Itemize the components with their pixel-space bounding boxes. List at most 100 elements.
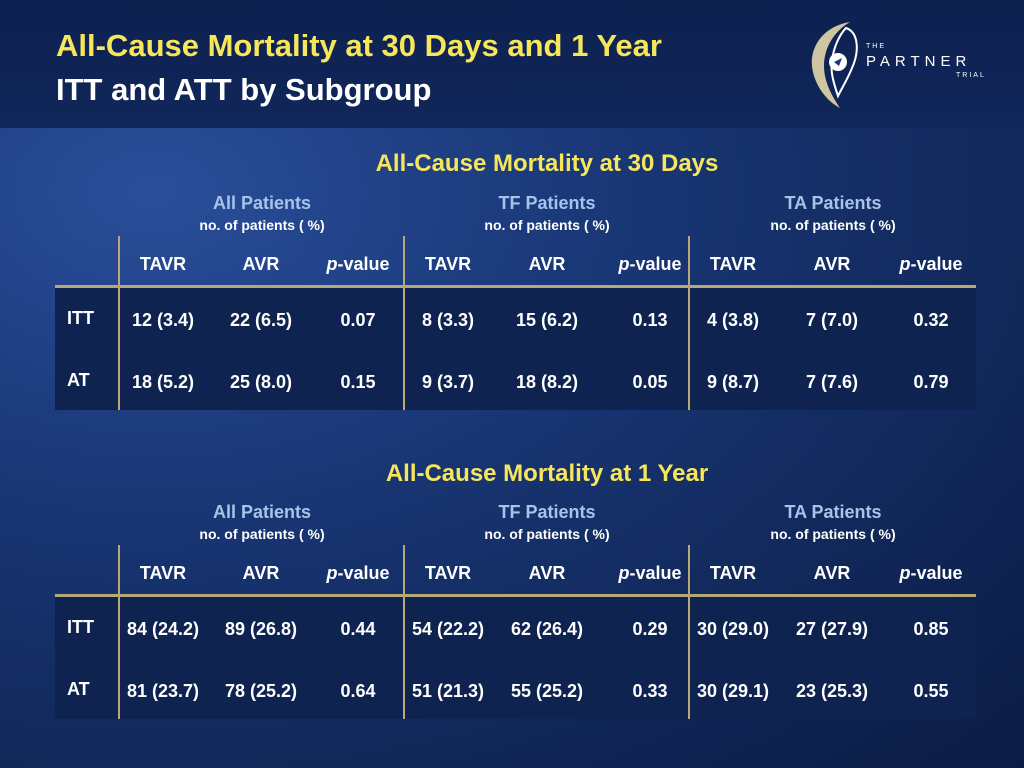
value-suffix: -value	[337, 254, 390, 274]
table-cell: 0.29	[632, 619, 668, 639]
table-cell: 15 (6.2)	[515, 310, 579, 330]
value-suffix: -value	[629, 254, 682, 274]
table-cell: 51 (21.3)	[411, 681, 485, 701]
group-header-all: All Patients no. of patients ( %)	[117, 193, 407, 233]
mortality-table-30-days: TAVR AVR p-value TAVR AVR p-value TAVR AVR p-val…	[55, 236, 976, 410]
group-name: TA Patients	[784, 193, 882, 213]
table-cell: 25 (8.0)	[229, 372, 293, 392]
group-name: TA Patients	[784, 502, 882, 522]
column-divider	[403, 545, 405, 719]
row-label: ITT	[67, 617, 94, 637]
table-cell: 55 (25.2)	[510, 681, 584, 701]
column-header-avr: AVR	[813, 563, 851, 583]
table-cell: 18 (5.2)	[131, 372, 195, 392]
table-cell: 23 (25.3)	[795, 681, 869, 701]
mortality-table-1-year: TAVR AVR p-value TAVR AVR p-value TAVR AVR p-val…	[55, 545, 976, 719]
p-letter: p	[326, 254, 338, 274]
logo-text-partner: PARTNER	[866, 53, 972, 70]
column-divider	[688, 236, 690, 410]
row-label: ITT	[67, 308, 94, 328]
p-letter: p	[899, 563, 911, 583]
logo-text-the: THE	[866, 43, 886, 50]
group-name: All Patients	[212, 502, 312, 522]
table-cell: 0.07	[340, 310, 376, 330]
column-divider	[118, 545, 120, 719]
p-letter: p	[326, 563, 338, 583]
table-cell: 81 (23.7)	[126, 681, 200, 701]
header-divider	[55, 594, 976, 597]
p-letter: p	[618, 563, 630, 583]
group-name: TF Patients	[498, 193, 596, 213]
column-divider	[403, 236, 405, 410]
table-body	[55, 597, 976, 719]
table-cell: 27 (27.9)	[795, 619, 869, 639]
group-header-tf: TF Patients no. of patients ( %)	[402, 502, 692, 542]
table-cell: 54 (22.2)	[411, 619, 485, 639]
group-name: All Patients	[212, 193, 312, 213]
group-header-all: All Patients no. of patients ( %)	[117, 502, 407, 542]
column-header-tavr: TAVR	[424, 563, 472, 583]
table-cell: 89 (26.8)	[224, 619, 298, 639]
group-sub: no. of patients ( %)	[199, 217, 325, 233]
table-title-1-year: All-Cause Mortality at 1 Year	[385, 460, 709, 487]
table-cell: 18 (8.2)	[515, 372, 579, 392]
column-divider	[118, 236, 120, 410]
logo-text-trial: TRIAL	[956, 72, 986, 79]
row-label: AT	[67, 679, 90, 699]
table-cell: 9 (3.7)	[421, 372, 475, 392]
table-cell: 0.79	[913, 372, 949, 392]
partner-trial-logo-icon	[811, 22, 858, 108]
group-sub: no. of patients ( %)	[770, 526, 896, 542]
column-header-p-value: p-value	[891, 563, 971, 584]
column-header-p-value: p-value	[318, 254, 398, 275]
value-suffix: -value	[910, 563, 963, 583]
column-header-p-value: p-value	[891, 254, 971, 275]
table-cell: 0.85	[913, 619, 949, 639]
table-cell: 78 (25.2)	[224, 681, 298, 701]
group-name: TF Patients	[498, 502, 596, 522]
group-sub: no. of patients ( %)	[484, 526, 610, 542]
p-letter: p	[899, 254, 911, 274]
value-suffix: -value	[629, 563, 682, 583]
table-cell: 0.64	[340, 681, 376, 701]
table-cell: 7 (7.0)	[805, 310, 859, 330]
table-cell: 0.13	[632, 310, 668, 330]
column-header-tavr: TAVR	[139, 563, 187, 583]
value-suffix: -value	[337, 563, 390, 583]
table-cell: 12 (3.4)	[131, 310, 195, 330]
group-header-tf: TF Patients no. of patients ( %)	[402, 193, 692, 233]
table-cell: 4 (3.8)	[706, 310, 760, 330]
slide-title: All-Cause Mortality at 30 Days and 1 Yea…	[56, 28, 662, 63]
table-cell: 0.32	[913, 310, 949, 330]
table-cell: 0.55	[913, 681, 949, 701]
group-sub: no. of patients ( %)	[199, 526, 325, 542]
table-body	[55, 288, 976, 410]
group-header-ta: TA Patients no. of patients ( %)	[688, 502, 978, 542]
column-header-tavr: TAVR	[709, 563, 757, 583]
column-header-avr: AVR	[528, 563, 566, 583]
table-title-30-days: All-Cause Mortality at 30 Days	[375, 150, 719, 177]
table-cell: 62 (26.4)	[510, 619, 584, 639]
group-sub: no. of patients ( %)	[484, 217, 610, 233]
table-cell: 84 (24.2)	[126, 619, 200, 639]
table-cell: 0.33	[632, 681, 668, 701]
p-letter: p	[618, 254, 630, 274]
value-suffix: -value	[910, 254, 963, 274]
column-header-tavr: TAVR	[424, 254, 472, 274]
header-divider	[55, 285, 976, 288]
table-cell: 30 (29.0)	[696, 619, 770, 639]
column-header-tavr: TAVR	[139, 254, 187, 274]
group-header-ta: TA Patients no. of patients ( %)	[688, 193, 978, 233]
column-header-avr: AVR	[528, 254, 566, 274]
column-header-avr: AVR	[813, 254, 851, 274]
table-cell: 0.05	[632, 372, 668, 392]
column-divider	[688, 545, 690, 719]
column-header-avr: AVR	[242, 563, 280, 583]
column-header-avr: AVR	[242, 254, 280, 274]
column-header-p-value: p-value	[610, 254, 690, 275]
table-cell: 0.44	[340, 619, 376, 639]
column-header-tavr: TAVR	[709, 254, 757, 274]
table-cell: 9 (8.7)	[706, 372, 760, 392]
slide-subtitle: ITT and ATT by Subgroup	[56, 72, 432, 107]
column-header-p-value: p-value	[610, 563, 690, 584]
